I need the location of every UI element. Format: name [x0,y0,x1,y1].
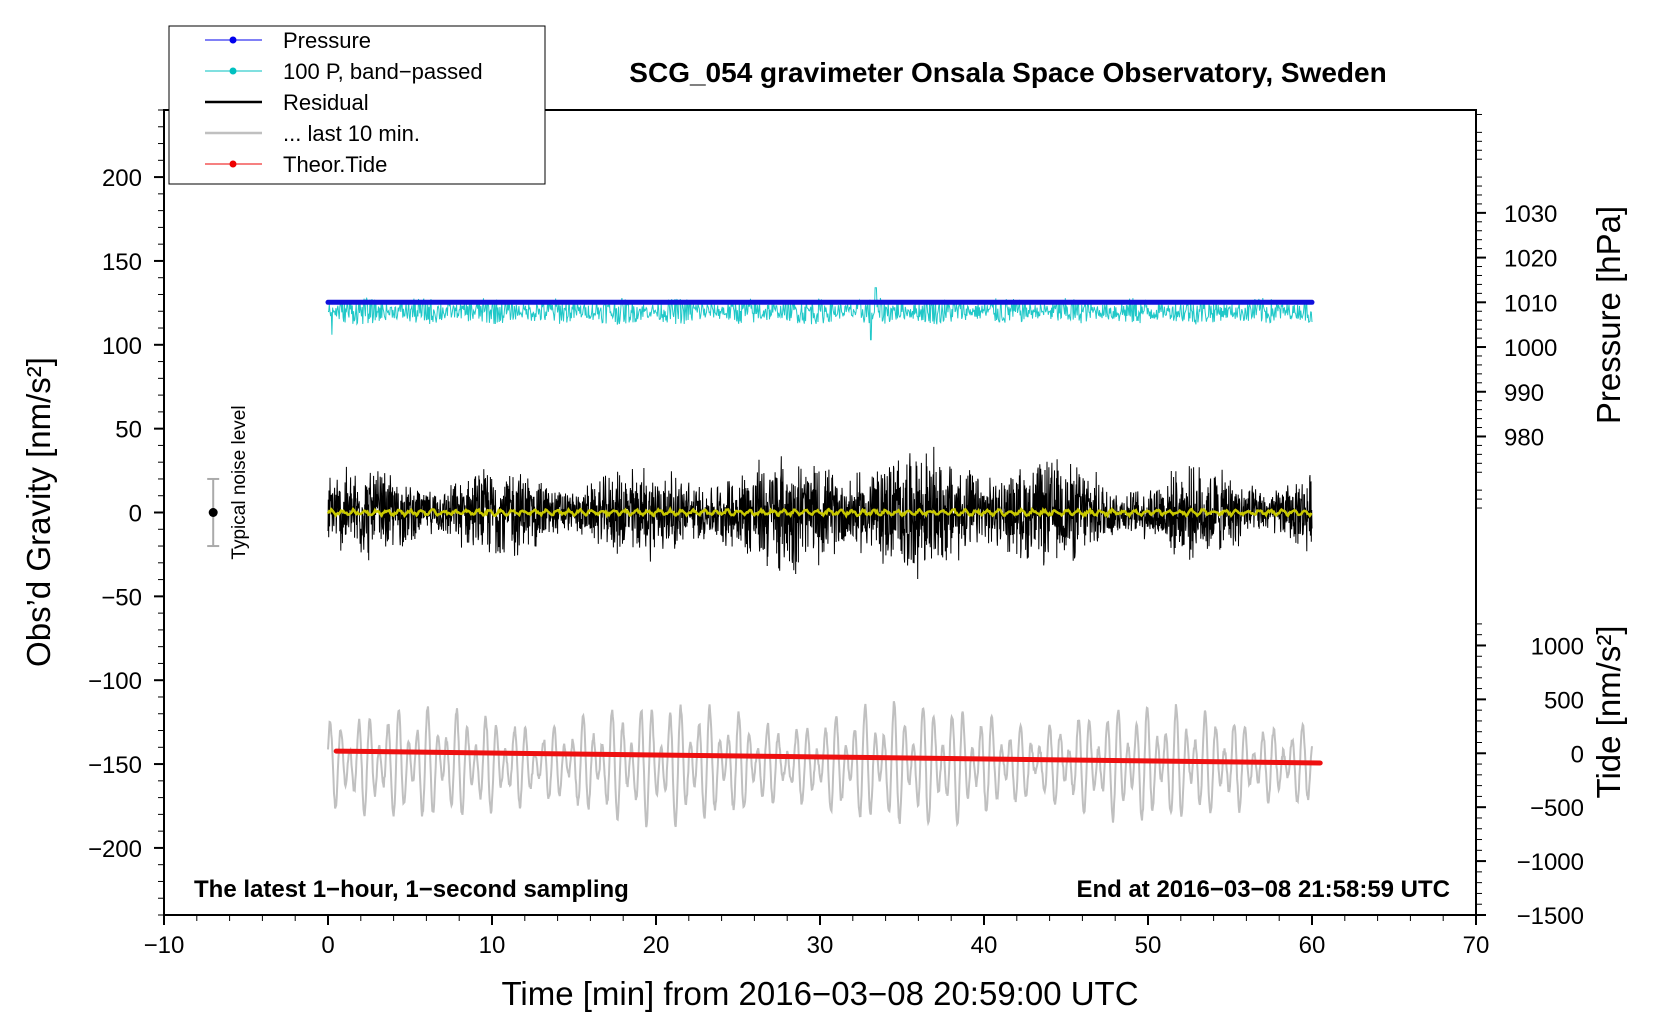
tide-tick-label: −500 [1530,795,1584,822]
pressure-tick-label: 1020 [1504,246,1557,273]
series-residual-smoothed [326,505,1313,519]
legend-box [168,25,546,185]
x-tick-label: 10 [479,932,506,959]
legend-label: Theor.Tide [283,152,387,177]
y-tick-label: 200 [102,165,142,192]
x-tick-label: 70 [1463,932,1490,959]
x-tick-label: 30 [807,932,834,959]
y-axis-label-pressure: Pressure [hPa] [1590,206,1627,424]
legend-marker [229,36,237,44]
annotation-end-time: End at 2016−03−08 21:58:59 UTC [1076,876,1450,903]
x-tick-label: 0 [321,932,334,959]
noise-dot [208,508,218,517]
noise-indicator: Typical noise level [207,405,250,560]
series-layer [325,287,1323,828]
x-axis-label: Time [min] from 2016−03−08 20:59:00 UTC [501,975,1138,1012]
legend-label: Pressure [283,28,371,53]
noise-label: Typical noise level [229,405,250,559]
y-tick-label: −150 [88,752,142,779]
pressure-tick-label: 1010 [1504,290,1557,317]
series-last-10-min [327,701,1313,828]
pressure-tick-label: 980 [1504,424,1544,451]
x-tick-label: 60 [1299,932,1326,959]
tide-tick-label: −1000 [1517,849,1584,876]
series-theoretical-tide [333,748,1323,766]
x-tick-label: −10 [144,932,185,959]
y-tick-label: 150 [102,249,142,276]
legend: Pressure 100 P, band−passed Residual ... la… [168,25,546,185]
series-pressure-bandpassed [327,287,1313,341]
legend-label: ... last 10 min. [283,121,420,146]
x-tick-label: 40 [971,932,998,959]
legend-marker [229,160,237,168]
tide-tick-label: −1500 [1517,903,1584,930]
tide-tick-label: 500 [1544,687,1584,714]
pressure-tick-label: 1000 [1504,335,1557,362]
legend-label: 100 P, band−passed [283,59,483,84]
y-axis-label-left: Obs’d Gravity [nm/s²] [20,357,57,667]
pressure-tick-label: 1030 [1504,201,1557,228]
y-tick-label: 50 [115,417,142,444]
chart-title: SCG_054 gravimeter Onsala Space Observat… [629,57,1386,88]
legend-label: Residual [283,90,369,115]
x-tick-label: 20 [643,932,670,959]
pressure-tick-label: 990 [1504,380,1544,407]
y-tick-label: 0 [129,501,142,528]
legend-marker [229,67,237,75]
y-axis-label-tide: Tide [nm/s²] [1590,626,1627,799]
annotation-sampling: The latest 1−hour, 1−second sampling [194,876,629,903]
tick-layer: −10 0 10 20 30 40 50 60 70−200−150−100−500501001… [88,109,1584,959]
tide-tick-label: 1000 [1531,633,1584,660]
tide-tick-label: 0 [1571,741,1584,768]
x-tick-label: 50 [1135,932,1162,959]
y-tick-label: −100 [88,668,142,695]
y-tick-label: 100 [102,333,142,360]
y-tick-label: −50 [101,584,142,611]
y-tick-label: −200 [88,836,142,863]
